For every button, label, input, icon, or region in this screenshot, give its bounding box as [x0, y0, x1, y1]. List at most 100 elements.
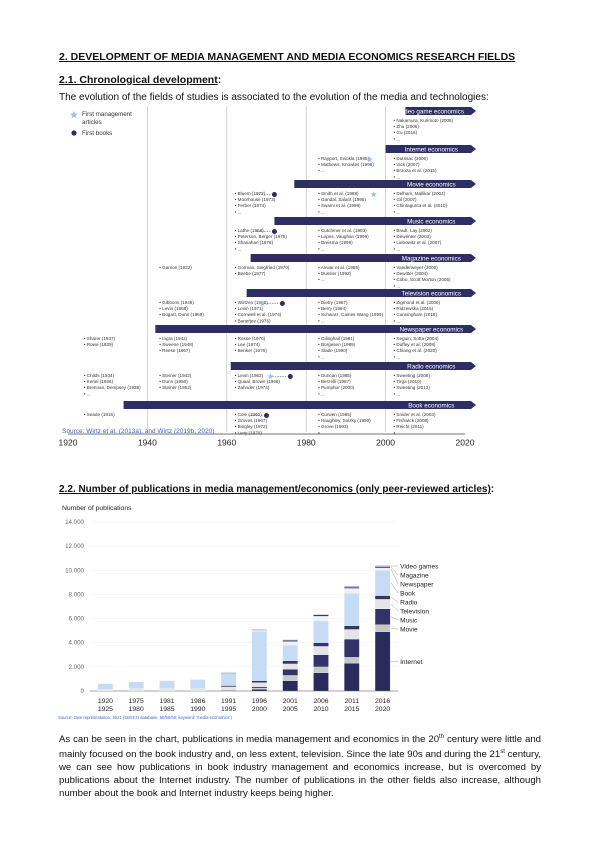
timeline-reference: • Cunningham (2019) [394, 312, 438, 317]
timeline-reference: • Smith et al. (1988) [318, 191, 359, 196]
timeline-reference: • Levy (1970) [235, 430, 263, 435]
para-sup-1: th [439, 734, 445, 740]
timeline-reference: • Rowe (1939) [84, 342, 114, 347]
timeline-reference: • Levin (1971) [235, 306, 264, 311]
chart-y-tick: 0 [81, 688, 85, 695]
dot-icon [71, 130, 77, 136]
timeline-reference: • Ridzewska (2015) [394, 306, 434, 311]
timeline-reference: • Keriel (1936) [84, 379, 114, 384]
chart-bar-segment [313, 646, 329, 655]
chart-bar-segment [221, 689, 237, 691]
timeline-reference: • Dunn (1950) [159, 379, 188, 384]
timeline-reference: • Steiner (1952) [159, 385, 191, 390]
chart-y-tick: 2.000 [69, 664, 85, 671]
timeline-bar-label: Movie economics [407, 182, 456, 189]
para-text-3: century, we can see how publications in … [59, 749, 541, 800]
timeline-reference: • Banerjee (1976) [235, 318, 271, 323]
dot-icon [271, 229, 277, 234]
timeline-reference: • Zahnder (1974) [235, 385, 270, 390]
para-text-1: As can be seen in the chart, publication… [59, 734, 440, 746]
timeline-axis-tick: 1920 [59, 437, 78, 447]
timeline-reference: • Bluem (1972) [235, 191, 266, 196]
chart-bar-segment [344, 587, 360, 589]
subsection-title-suffix: : [490, 484, 495, 495]
timeline-reference: • Lathe (1968) [235, 228, 264, 233]
timeline-reference: • Curwen (1985) [318, 412, 352, 417]
chart-bar-segment [375, 570, 391, 596]
chart-bar-segment [375, 567, 391, 571]
chart-y-label: Number of publications [62, 505, 132, 512]
publications-chart: Number of publications 0 2.000 4.000 6.000 8.… [58, 505, 439, 720]
dot-icon [287, 374, 293, 379]
timeline-reference: • Sharer (1937) [84, 336, 116, 341]
star-icon [267, 373, 274, 380]
timeline-reference: • Slade (1990) [318, 348, 348, 353]
timeline-reference: • Moorhouse (1973) [235, 197, 276, 202]
chart-bar-segment [190, 679, 206, 689]
chart-legend-leader [391, 628, 399, 630]
timeline-bar-label: Newspaper economics [399, 327, 463, 334]
chart-bar-segment [313, 614, 329, 617]
star-icon [370, 191, 377, 198]
timeline-reference: • Nakamura, Kurimoto (2006) [394, 118, 454, 123]
chart-x-tick: 2001 [283, 698, 298, 705]
chart-bar-segment [97, 683, 113, 690]
timeline-reference: • Cutchmer et al. (1993) [318, 228, 367, 233]
chart-legend-label: Movie [400, 627, 418, 634]
chart-y-tick: 12.000 [65, 543, 84, 550]
legend-label-articles: articles [82, 119, 102, 126]
timeline-reference: • Dussler (1992) [318, 271, 351, 276]
subsection-title-publications: 2.2. Number of publications in media man… [59, 484, 494, 495]
chart-bar-segment [282, 660, 298, 664]
timeline-reference: • ... [318, 430, 325, 435]
timeline-reference: • ... [235, 246, 242, 251]
timeline-reference: • Vanderweyer (2000) [394, 265, 439, 270]
timeline-bar-label: Video game economics [399, 109, 464, 116]
timeline-reference: • Gil (2007) [394, 197, 418, 202]
timeline-reference: • ... [394, 354, 401, 359]
chart-bar-segment [251, 682, 267, 687]
chart-x-tick: 2000 [252, 706, 267, 713]
chart-legend-leader [390, 582, 399, 594]
chart-bar-segment [344, 593, 360, 626]
chart-bar-segment [313, 672, 329, 692]
chart-legend-label: Internet [400, 659, 423, 666]
timeline-reference: • Ingra (1942) [159, 336, 187, 341]
chart-legend-leader [390, 567, 399, 576]
timeline-reference: • Seguin, Sotta (2004) [394, 336, 439, 341]
chart-bar-segment [313, 614, 329, 616]
timeline-reference: • Rosse (1970) [235, 336, 266, 341]
timeline-reference: • Gandal, Salant (1995) [318, 197, 366, 202]
timeline-reference: • Swami et al. (1999) [318, 203, 361, 208]
chart-bar-segment [375, 608, 391, 625]
para-sup-2: st [500, 749, 505, 756]
timeline-bar [246, 289, 476, 297]
chart-bar-segment [221, 673, 237, 686]
chart-bar-segment [221, 685, 237, 687]
subsection-title-text: 2.1. Chronological development [59, 74, 218, 86]
chart-x-tick: 1995 [221, 706, 236, 713]
timeline-reference: • ... [318, 277, 325, 282]
chart-bar-segment [282, 680, 298, 692]
chart-bar-segment [344, 639, 360, 658]
timeline-bar [155, 325, 476, 333]
timeline-reference: • Chiang et al. (2020) [394, 348, 438, 353]
subsection-title-text: 2.2. Number of publications in media man… [59, 484, 491, 495]
chart-bar-segment [375, 599, 391, 609]
timeline-reference: • Childs (1934) [84, 373, 115, 378]
para-text-2: century were little and mainly focused o… [59, 734, 541, 761]
timeline-reference: • ... [394, 136, 401, 141]
chart-bar-segment [97, 689, 113, 692]
timeline-reference: • Ferber (1974) [235, 203, 266, 208]
timeline-bar [385, 145, 476, 153]
chart-y-tick: 6.000 [69, 616, 85, 623]
chart-bar-segment [221, 690, 237, 692]
chart-legend-label: Newspaper [400, 582, 434, 589]
timeline-reference: • Cole (1960) [235, 412, 262, 417]
timeline-reference: • ... [235, 209, 242, 214]
timeline-reference: • Sweeting (2008) [394, 373, 431, 378]
timeline-reference: • Chintagunta et al. (2010) [394, 203, 448, 208]
timeline-axis-tick: 2020 [456, 437, 475, 447]
section-title: 2. DEVELOPMENT OF MEDIA MANAGEMENT AND M… [59, 51, 516, 63]
timeline-reference: • Lopes, Vaughan (1999) [318, 234, 369, 239]
